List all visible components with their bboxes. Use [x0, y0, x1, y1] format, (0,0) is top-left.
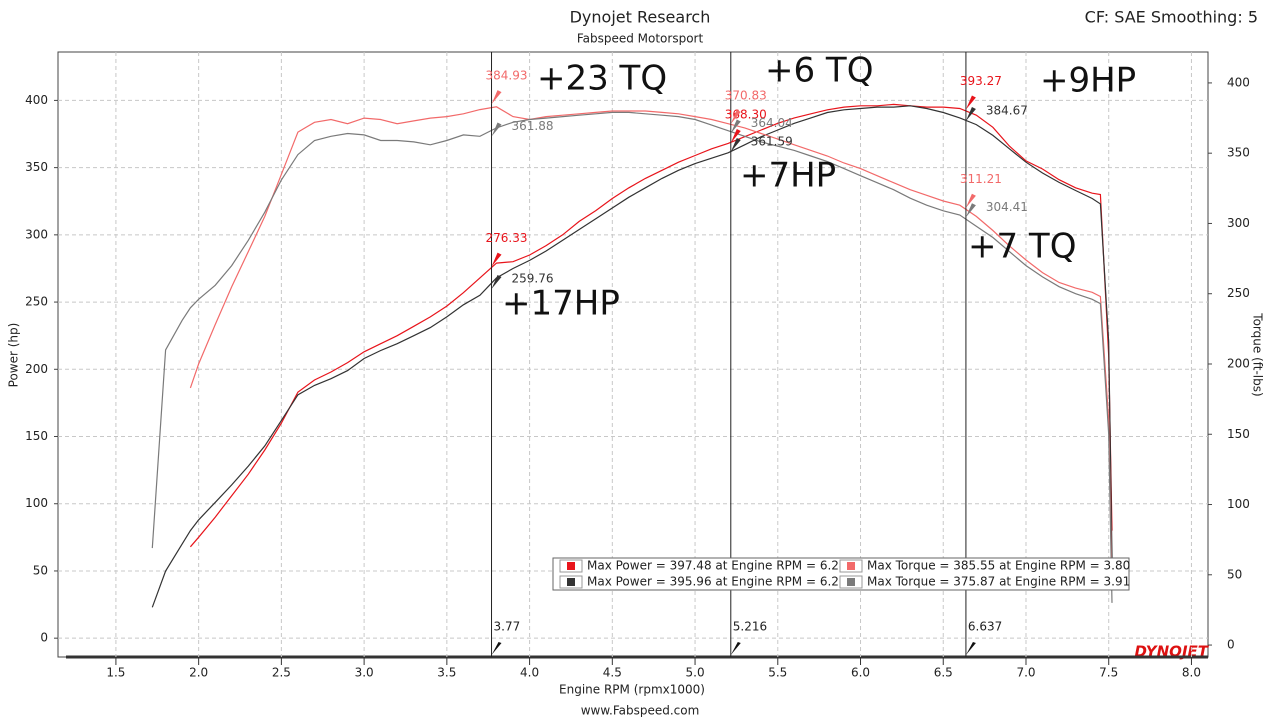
cursor-arrow	[730, 642, 741, 655]
x-tick-label: 5.5	[768, 666, 787, 680]
y-tick-label: 250	[25, 295, 48, 309]
x-tick-label: 1.5	[106, 666, 125, 680]
y2-tick-label: 150	[1227, 427, 1250, 441]
legend-swatch-color	[567, 562, 575, 570]
y2-tick-label: 100	[1227, 497, 1250, 511]
cursor-value-label: 259.76	[512, 271, 554, 285]
annotation: +6 TQ	[765, 51, 873, 91]
cursor-marker	[730, 109, 741, 124]
cursor-value-label: 311.21	[960, 172, 1002, 186]
x-tick-label: 6.0	[851, 666, 870, 680]
chart-title: Dynojet Research	[570, 8, 711, 27]
y-tick-label: 0	[40, 631, 48, 645]
x-tick-label: 5.0	[686, 666, 705, 680]
y-tick-label: 100	[25, 496, 48, 510]
legend-swatch-color	[847, 578, 855, 586]
x-tick-label: 7.0	[1016, 666, 1035, 680]
legend-label: Max Torque = 385.55 at Engine RPM = 3.80	[867, 559, 1130, 573]
x-tick-label: 7.5	[1099, 666, 1118, 680]
cursor-value-label: 276.33	[486, 231, 528, 245]
cursor-arrow	[965, 642, 976, 655]
x-tick-label: 4.0	[520, 666, 539, 680]
cursor-value-label: 384.67	[986, 104, 1028, 118]
cursor-value-label: 361.59	[751, 135, 793, 149]
legend-label: Max Torque = 375.87 at Engine RPM = 3.91	[867, 575, 1130, 589]
cursor-marker	[491, 274, 502, 289]
y2-axis-label: Torque (ft-lbs)	[1251, 312, 1265, 396]
x-tick-label: 3.5	[437, 666, 456, 680]
series-line	[151, 111, 1113, 603]
cursor-value-label: 370.83	[725, 88, 767, 102]
y2-tick-label: 400	[1227, 75, 1250, 89]
x-tick-label: 3.0	[355, 666, 374, 680]
cursor-label: 6.637	[968, 620, 1002, 634]
cursor-marker	[491, 122, 502, 137]
y2-tick-label: 50	[1227, 567, 1242, 581]
cursor-value-label: 384.93	[486, 69, 528, 83]
annotation: +17HP	[502, 284, 620, 324]
cursor-marker	[730, 129, 741, 144]
cursor-value-label: 393.27	[960, 74, 1002, 88]
legend-swatch-color	[567, 578, 575, 586]
y-axis-label: Power (hp)	[7, 323, 21, 388]
legend-label: Max Power = 395.96 at Engine RPM = 6.25	[587, 575, 847, 589]
corner-text: CF: SAE Smoothing: 5	[1085, 8, 1258, 27]
x-axis-label: Engine RPM (rpmx1000)	[559, 683, 705, 697]
cursor-marker	[491, 252, 502, 267]
y2-tick-label: 200	[1227, 356, 1250, 370]
footer: www.Fabspeed.com	[581, 704, 700, 718]
cursor-marker	[965, 193, 976, 208]
cursor-marker	[965, 107, 976, 122]
y2-tick-label: 250	[1227, 286, 1250, 300]
y-tick-label: 50	[33, 563, 48, 577]
chart-subtitle: Fabspeed Motorsport	[577, 32, 704, 46]
y2-tick-label: 300	[1227, 216, 1250, 230]
y-tick-label: 350	[25, 160, 48, 174]
cursor-value-label: 364.04	[751, 116, 793, 130]
x-tick-label: 8.0	[1182, 666, 1201, 680]
cursor-marker	[491, 90, 502, 105]
cursor-marker	[730, 119, 741, 134]
y-tick-label: 400	[25, 93, 48, 107]
cursor-arrow	[491, 642, 502, 655]
cursor-marker	[965, 203, 976, 218]
cursor-value-label: 361.88	[512, 119, 554, 133]
y2-tick-label: 350	[1227, 146, 1250, 160]
y2-tick-label: 0	[1227, 638, 1235, 652]
x-tick-label: 2.5	[272, 666, 291, 680]
series-line	[189, 103, 1113, 548]
cursor-marker	[730, 138, 741, 153]
y-tick-label: 300	[25, 227, 48, 241]
series-line	[151, 105, 1113, 608]
cursor-marker	[965, 95, 976, 110]
x-tick-label: 2.0	[189, 666, 208, 680]
x-tick-label: 6.5	[934, 666, 953, 680]
annotation: +7HP	[740, 156, 836, 196]
annotation: +7 TQ	[968, 227, 1076, 267]
y-tick-label: 200	[25, 362, 48, 376]
x-tick-label: 4.5	[603, 666, 622, 680]
series-line	[189, 106, 1113, 589]
legend-swatch-color	[847, 562, 855, 570]
cursor-value-label: 304.41	[986, 200, 1028, 214]
annotation: +9HP	[1040, 61, 1136, 101]
annotation: +23 TQ	[537, 59, 667, 99]
cursor-label: 3.77	[494, 620, 521, 634]
legend-label: Max Power = 397.48 at Engine RPM = 6.24	[587, 559, 847, 573]
cursor-label: 5.216	[733, 620, 767, 634]
y-tick-label: 150	[25, 429, 48, 443]
